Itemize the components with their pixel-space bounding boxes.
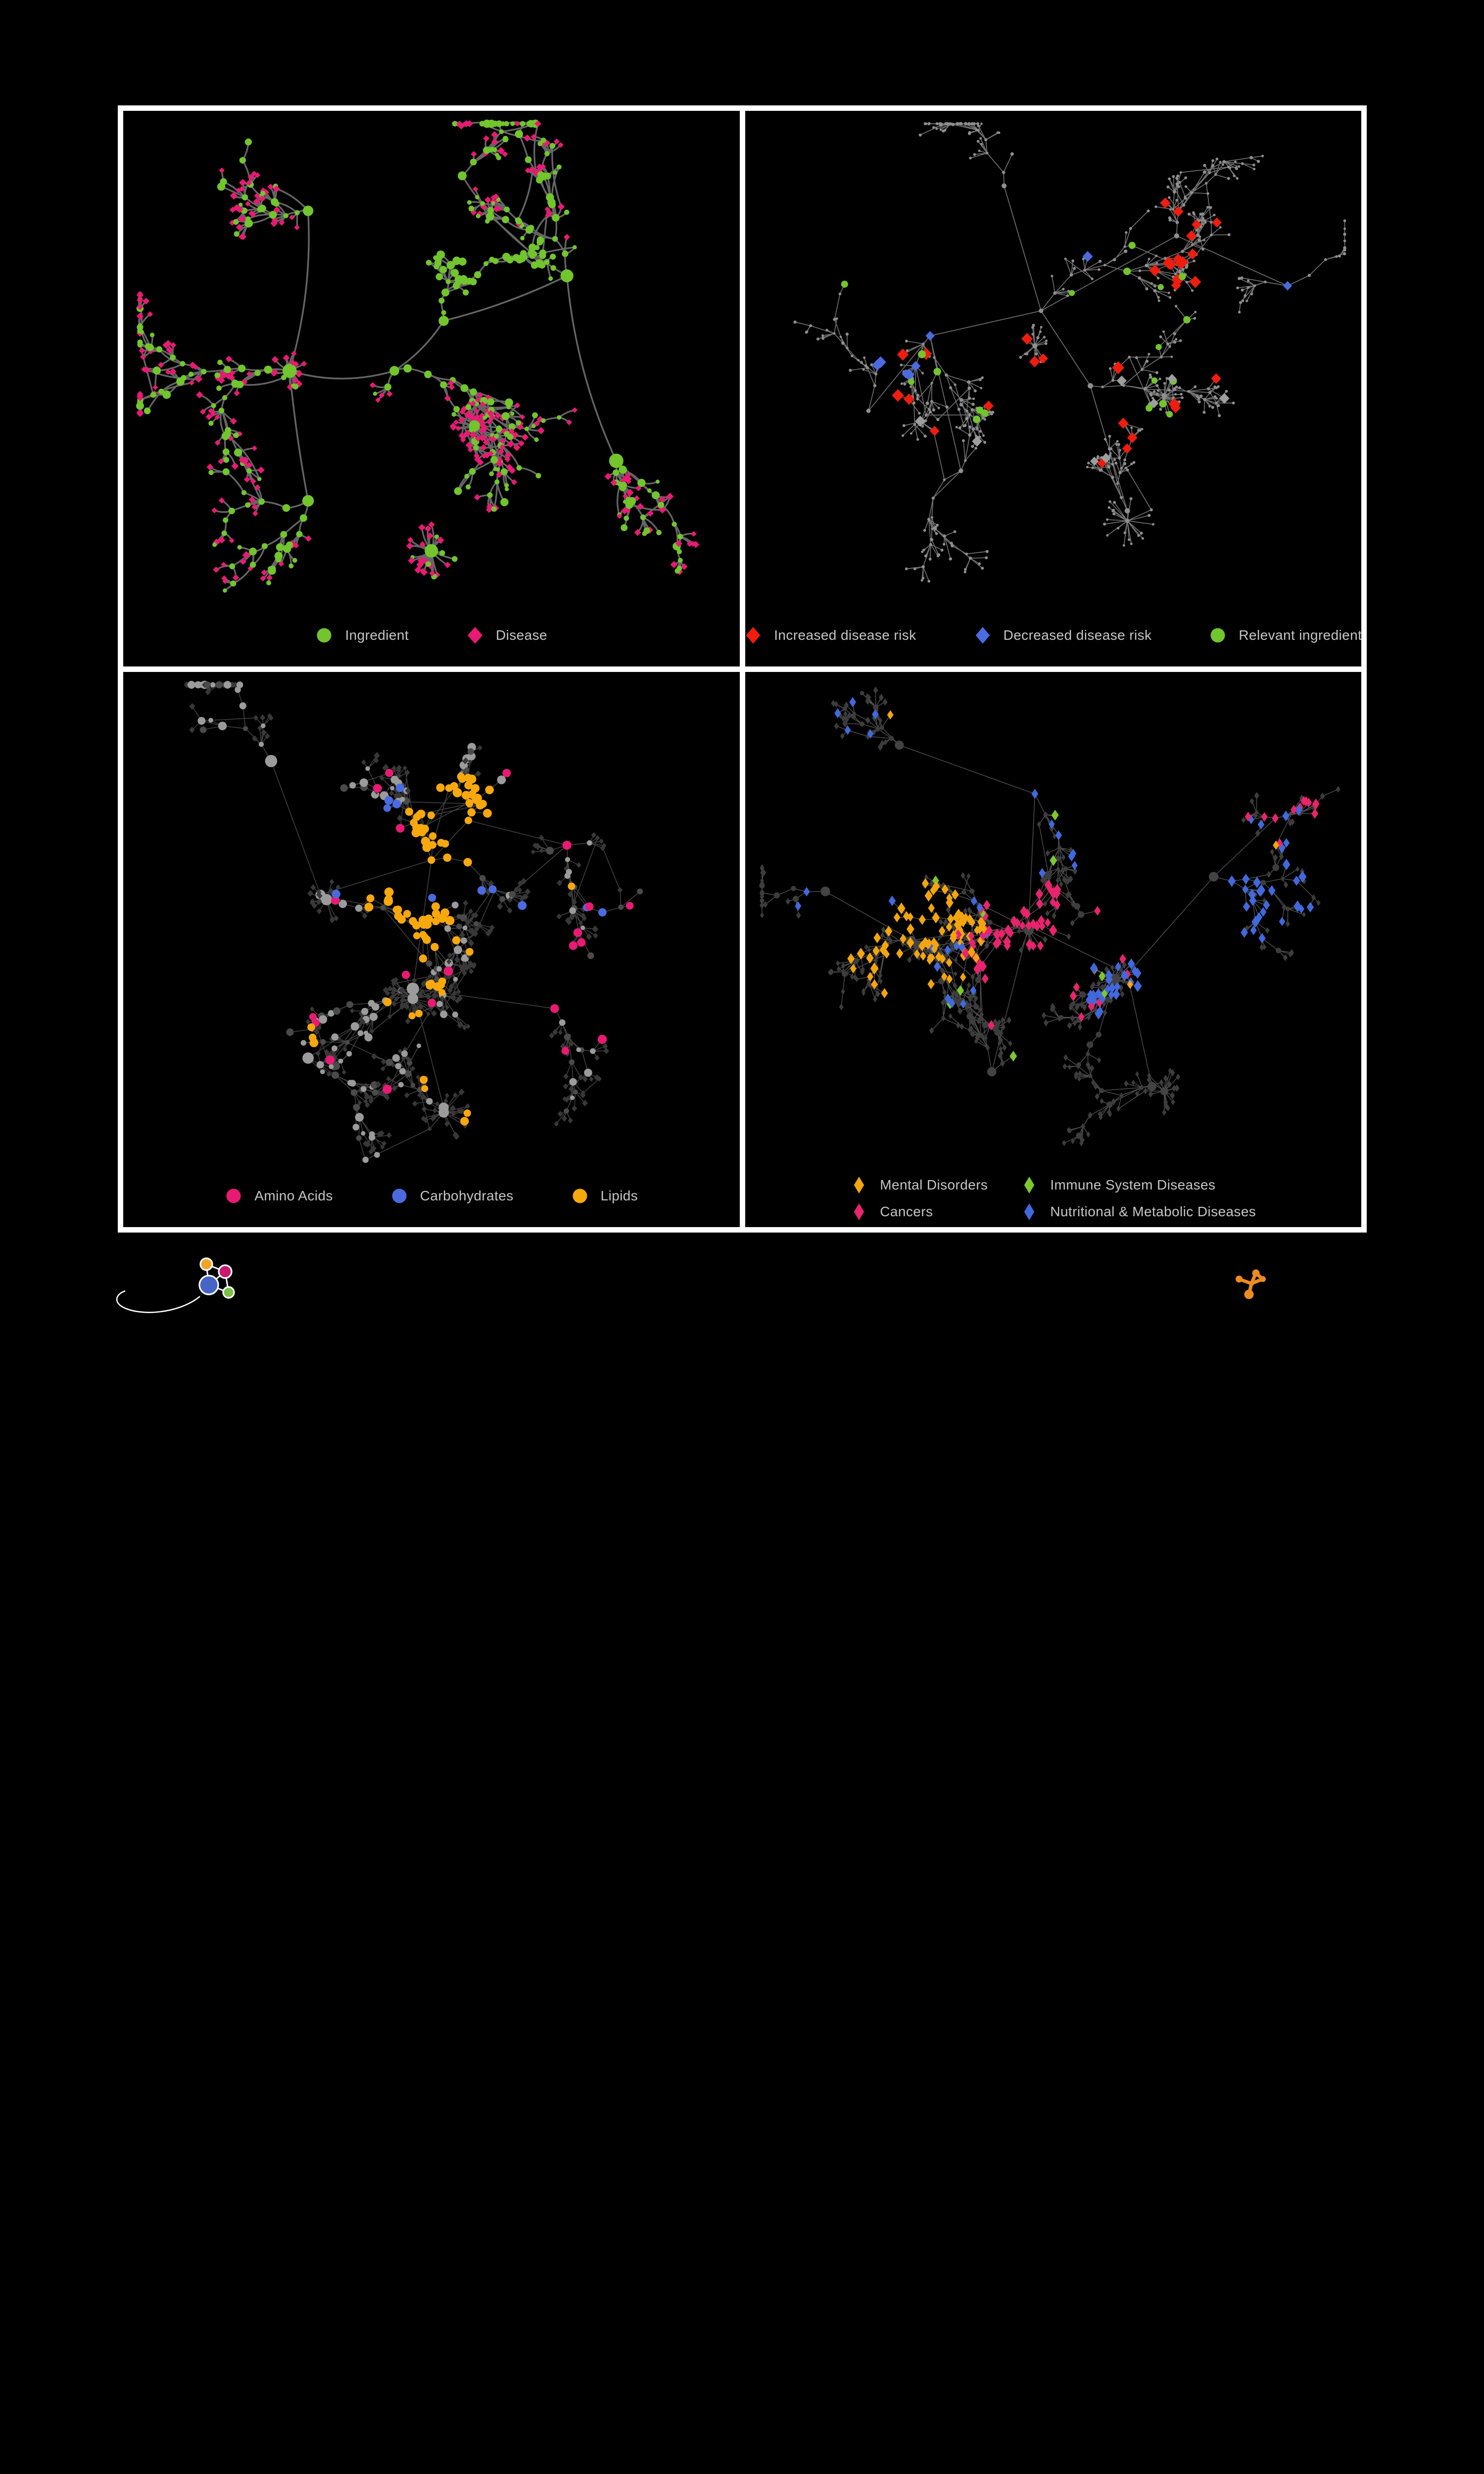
panel-ingredients-diseases: Ingredient Disease (123, 111, 740, 666)
panel-disease-classes: Mental Disorders Immune System Diseases Ca… (745, 671, 1362, 1227)
network-graph-2 (793, 122, 1346, 583)
legend-2: Increased disease risk Decreased disease … (745, 626, 1361, 645)
network-graph-3 (184, 680, 643, 1163)
diamond-legend-marker (1024, 1177, 1035, 1193)
legend-label: Lipids (600, 1188, 638, 1203)
legend-item-mental-disorders: Mental Disorders (850, 1176, 988, 1194)
circle-legend-marker (226, 1189, 241, 1203)
legend-item-relevant-ingredient: Relevant ingredient (1209, 626, 1361, 645)
legend-item-amino-acids: Amino Acids (225, 1187, 333, 1205)
diamond-legend-marker (746, 626, 761, 644)
legend-item-nutritional-metabolic-diseases: Nutritional & Metabolic Diseases (1020, 1202, 1256, 1221)
legend-4: Mental Disorders Immune System Diseases Ca… (745, 1176, 1362, 1221)
legend-label: Increased disease risk (774, 627, 916, 643)
legend-label: Decreased disease risk (1003, 627, 1152, 643)
network-graph-1 (136, 119, 700, 593)
panel-nutrient-classes: Amino Acids Carbohydrates Lipids (123, 671, 740, 1227)
legend-3: Amino Acids Carbohydrates Lipids (123, 1187, 740, 1205)
legend-label: Disease (496, 627, 547, 643)
footer: Created by: EdgeLeap Powered by: Cytosca… (0, 1233, 1484, 1339)
circle-legend-marker (317, 628, 332, 642)
legend-item-ingredient: Ingredient (315, 626, 409, 645)
legend-item-disease: Disease (466, 626, 547, 645)
diamond-legend-marker (854, 1177, 864, 1193)
legend-item-decreased-disease-risk: Decreased disease risk (974, 626, 1152, 645)
circle-legend-marker (573, 1189, 587, 1203)
legend-label: Amino Acids (254, 1188, 333, 1203)
legend-item-increased-disease-risk: Increased disease risk (745, 626, 916, 645)
network-figure-poster: { "legend_text_color": "#c6c6c6", "panel… (0, 105, 1484, 1339)
panel-grid: Ingredient Disease Increased disease risk… (118, 105, 1367, 1233)
legend-label: Immune System Diseases (1050, 1177, 1216, 1192)
diamond-legend-marker (468, 626, 483, 644)
legend-label: Mental Disorders (880, 1177, 988, 1192)
legend-label: Cancers (880, 1204, 933, 1219)
diamond-legend-marker (854, 1203, 864, 1220)
circle-legend-marker (1210, 628, 1225, 642)
legend-label: Ingredient (345, 627, 409, 643)
legend-item-carbohydrates: Carbohydrates (390, 1187, 514, 1205)
legend-item-cancers: Cancers (850, 1202, 988, 1221)
legend-item-lipids: Lipids (571, 1187, 638, 1205)
legend-label: Carbohydrates (420, 1188, 514, 1203)
legend-label: Nutritional & Metabolic Diseases (1050, 1204, 1256, 1219)
circle-legend-marker (392, 1189, 407, 1203)
network-graph-4 (759, 686, 1340, 1146)
legend-label: Relevant ingredient (1239, 627, 1361, 643)
diamond-legend-marker (1024, 1203, 1035, 1220)
diamond-legend-marker (975, 626, 990, 644)
legend-1: Ingredient Disease (123, 626, 740, 645)
legend-item-immune-system-diseases: Immune System Diseases (1020, 1176, 1256, 1194)
panel-disease-risk: Increased disease risk Decreased disease … (745, 111, 1361, 666)
